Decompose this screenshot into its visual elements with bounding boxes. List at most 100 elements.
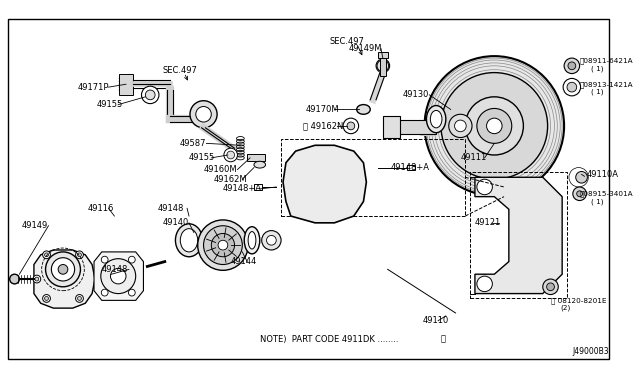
Circle shape — [141, 86, 159, 104]
Circle shape — [449, 114, 472, 138]
Circle shape — [543, 279, 558, 295]
Circle shape — [76, 251, 83, 259]
Text: Ⓐ 49162N: Ⓐ 49162N — [303, 121, 344, 131]
Ellipse shape — [244, 227, 260, 254]
Text: Ⓐ: Ⓐ — [441, 335, 446, 344]
Circle shape — [111, 268, 126, 284]
Bar — [383, 116, 400, 138]
Ellipse shape — [248, 231, 256, 249]
Polygon shape — [94, 252, 143, 300]
Ellipse shape — [356, 105, 371, 114]
Circle shape — [262, 231, 281, 250]
Bar — [380, 56, 386, 76]
Circle shape — [465, 97, 524, 155]
Text: 49171P: 49171P — [77, 83, 109, 92]
Circle shape — [567, 82, 577, 92]
Circle shape — [266, 235, 276, 245]
Circle shape — [477, 276, 492, 292]
Bar — [378, 52, 388, 58]
Circle shape — [129, 256, 135, 263]
Bar — [397, 120, 436, 134]
Circle shape — [424, 56, 564, 196]
Circle shape — [568, 62, 576, 70]
Text: 49587: 49587 — [179, 139, 206, 148]
Circle shape — [564, 58, 580, 74]
Text: Ⓑ 08120-8201E: Ⓑ 08120-8201E — [550, 297, 606, 304]
Polygon shape — [475, 177, 562, 294]
Circle shape — [573, 187, 586, 201]
Circle shape — [77, 253, 81, 257]
Text: 49148+A: 49148+A — [223, 185, 262, 193]
Circle shape — [300, 198, 311, 209]
Circle shape — [339, 157, 350, 169]
Circle shape — [343, 118, 358, 134]
Ellipse shape — [119, 79, 132, 83]
Polygon shape — [34, 250, 95, 308]
Circle shape — [224, 148, 237, 162]
Circle shape — [319, 181, 330, 193]
Ellipse shape — [254, 161, 266, 168]
Circle shape — [145, 90, 155, 100]
Text: ⓜ08913-1421A: ⓜ08913-1421A — [580, 81, 633, 87]
Circle shape — [441, 73, 548, 179]
Text: 49110: 49110 — [422, 316, 449, 325]
Bar — [470, 173, 567, 298]
Text: 49121: 49121 — [475, 218, 501, 227]
Circle shape — [76, 295, 83, 302]
Circle shape — [486, 118, 502, 134]
Text: 49148+A: 49148+A — [390, 163, 429, 172]
Circle shape — [196, 106, 211, 122]
Text: 49144: 49144 — [230, 257, 257, 266]
Circle shape — [454, 120, 466, 132]
Text: 49148: 49148 — [102, 265, 128, 274]
Circle shape — [563, 78, 580, 96]
Ellipse shape — [426, 106, 446, 133]
Circle shape — [43, 295, 51, 302]
Circle shape — [101, 256, 108, 263]
Circle shape — [45, 252, 81, 287]
Circle shape — [35, 277, 39, 281]
Circle shape — [204, 226, 243, 264]
Circle shape — [477, 179, 492, 195]
Circle shape — [190, 101, 217, 128]
Bar — [407, 165, 415, 170]
Circle shape — [101, 289, 108, 296]
Ellipse shape — [430, 110, 442, 128]
Text: J49000B3: J49000B3 — [572, 347, 609, 356]
Text: NOTE)  PART CODE 4911DK ........: NOTE) PART CODE 4911DK ........ — [260, 335, 399, 344]
Text: ( 1): ( 1) — [591, 89, 604, 95]
Circle shape — [101, 259, 136, 294]
Circle shape — [227, 151, 234, 159]
Circle shape — [377, 60, 388, 72]
Circle shape — [45, 296, 49, 300]
Text: 49111: 49111 — [460, 153, 486, 163]
Circle shape — [303, 166, 346, 208]
Text: 49130: 49130 — [402, 90, 429, 99]
Circle shape — [477, 109, 512, 143]
Ellipse shape — [119, 85, 132, 89]
Text: 49140: 49140 — [163, 218, 189, 227]
Circle shape — [376, 59, 390, 73]
Ellipse shape — [119, 77, 132, 80]
Ellipse shape — [119, 88, 132, 92]
Text: 49160M: 49160M — [204, 165, 237, 174]
Circle shape — [380, 63, 386, 69]
Circle shape — [129, 289, 135, 296]
Text: ⓝ08911-6421A: ⓝ08911-6421A — [580, 58, 633, 64]
Text: ⓜ08915-3401A: ⓜ08915-3401A — [580, 190, 633, 197]
Ellipse shape — [119, 82, 132, 86]
Text: ( 1): ( 1) — [591, 65, 604, 72]
Polygon shape — [283, 145, 366, 223]
Text: SEC.497: SEC.497 — [330, 37, 364, 46]
Text: 49148: 49148 — [158, 204, 184, 213]
Text: ( 1): ( 1) — [591, 198, 604, 205]
Circle shape — [33, 275, 41, 283]
Text: 49149: 49149 — [21, 221, 47, 230]
Circle shape — [211, 234, 234, 257]
Circle shape — [300, 157, 311, 169]
Circle shape — [576, 171, 588, 183]
Circle shape — [339, 198, 350, 209]
Circle shape — [43, 251, 51, 259]
Circle shape — [77, 296, 81, 300]
Circle shape — [198, 220, 248, 270]
